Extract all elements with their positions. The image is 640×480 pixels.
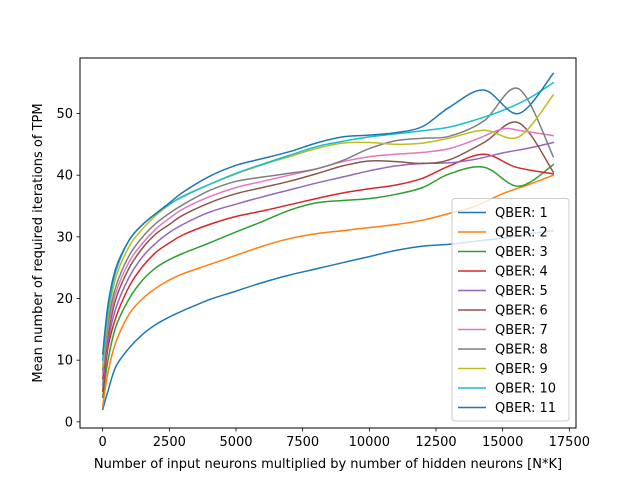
series-line-7 [101,127,555,374]
y-axis-label: Mean number of required iterations of TP… [31,103,46,382]
x-tick-label: 7500 [286,435,319,450]
legend-entry: QBER: 11 [495,401,556,416]
series-line-8 [101,87,555,371]
x-tick-label: 12500 [415,435,456,450]
legend-entry: QBER: 10 [495,382,556,397]
series-line-3 [101,163,555,399]
y-tick-label: 0 [65,415,73,430]
x-axis-ticks: 0 2500 5000 7500 10000 12500 15000 17500 [99,428,590,450]
x-tick-label: 2500 [153,435,186,450]
x-axis-label: Number of input neurons multiplied by nu… [94,457,562,472]
x-tick-label: 15000 [482,435,523,450]
legend-entry: QBER: 1 [495,206,548,221]
y-tick-label: 10 [56,354,73,369]
axes-frame [79,57,577,429]
legend-box [451,198,570,422]
legend-entry: QBER: 9 [495,362,548,377]
legend-entry: QBER: 5 [495,284,548,299]
x-tick-label: 0 [99,435,107,450]
plot-lines [101,72,555,411]
legend-entry: QBER: 2 [495,226,548,241]
series-line-11 [101,72,555,355]
x-tick-label: 10000 [349,435,390,450]
y-tick-label: 40 [56,169,73,184]
legend-entry: QBER: 6 [495,304,548,319]
series-line-5 [101,141,555,386]
legend-entry: QBER: 7 [495,323,548,338]
series-line-4 [101,153,555,392]
legend-entry: QBER: 4 [495,265,548,280]
y-tick-label: 50 [56,107,73,122]
legend-entry: QBER: 3 [495,245,548,260]
series-line-6 [101,121,555,380]
y-axis-ticks: 0 10 20 30 40 50 [56,107,80,430]
y-tick-label: 30 [56,230,73,245]
x-tick-label: 5000 [219,435,252,450]
y-tick-label: 20 [56,292,73,307]
legend-entry: QBER: 8 [495,343,548,358]
legend: QBER: 1 QBER: 2 QBER: 3 QBER: 4 QBER: 5 QBER:… [451,198,570,422]
x-tick-label: 17500 [549,435,590,450]
